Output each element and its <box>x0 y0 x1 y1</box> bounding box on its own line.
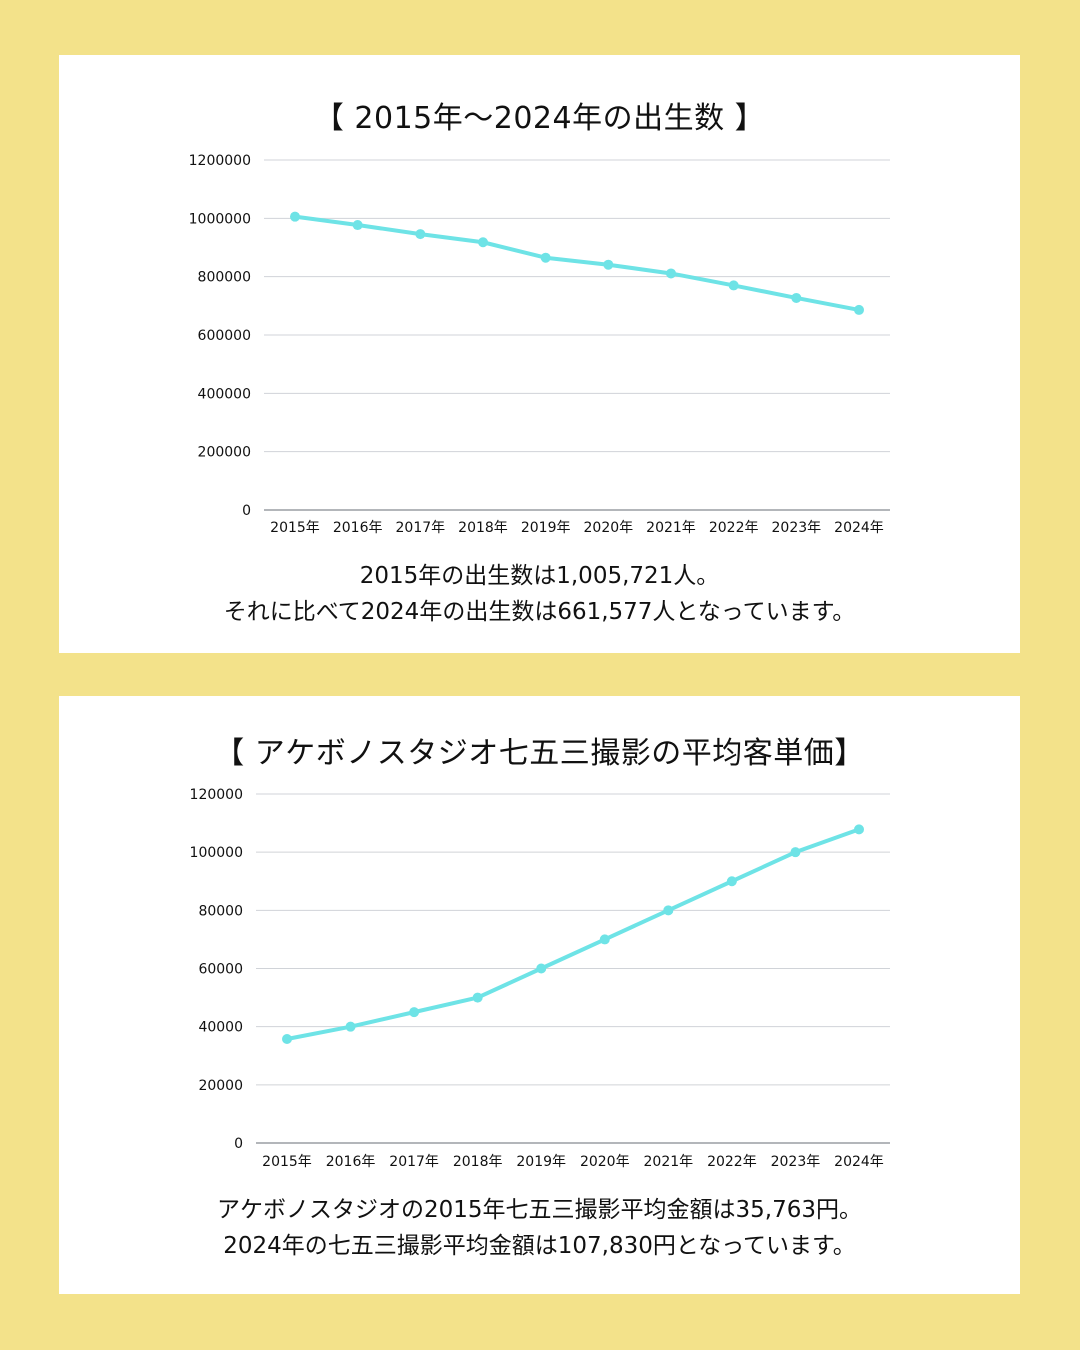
birth-data-point <box>854 304 864 315</box>
price-x-tick-label: 2015年 <box>262 1154 312 1170</box>
price-y-tick-label: 60000 <box>198 962 243 978</box>
price-data-point <box>599 934 610 945</box>
birth-line-chart: 1200000 1000000 800000 600000 400000 200000 0 2… <box>189 153 890 536</box>
price-x-tick-label: 2017年 <box>389 1154 439 1170</box>
birth-x-tick-label: 2019年 <box>521 520 571 536</box>
birth-data-point <box>290 211 300 222</box>
birth-x-tick-label: 2020年 <box>584 520 634 536</box>
price-chart-title: 【 アケボノスタジオ七五三撮影の平均客単価】 <box>214 736 865 771</box>
price-x-tick-label: 2022年 <box>707 1154 757 1170</box>
price-data-point <box>282 1033 292 1044</box>
birth-data-point <box>478 237 488 248</box>
birth-y-tick-label: 1200000 <box>189 153 251 169</box>
birth-y-tick-label: 0 <box>242 503 251 519</box>
birth-x-tick-label: 2017年 <box>396 520 446 536</box>
birth-caption-line-2: それに比べて2024年の出生数は661,577人となっています。 <box>223 599 856 625</box>
birth-chart-card: 【 2015年〜2024年の出生数 】 1200000 1000000 800000… <box>59 55 1020 653</box>
price-line-chart: 120000 100000 80000 60000 40000 20000 0 2015年 20… <box>190 787 890 1170</box>
price-x-tick-label: 2018年 <box>453 1154 503 1170</box>
price-data-point <box>345 1021 356 1032</box>
birth-data-point <box>603 259 614 270</box>
birth-y-tick-label: 400000 <box>198 386 251 402</box>
birth-data-point <box>791 292 802 303</box>
price-caption-line-2: 2024年の七五三撮影平均金額は107,830円となっています。 <box>223 1233 856 1259</box>
birth-x-tick-label: 2015年 <box>270 520 320 536</box>
price-data-point <box>472 992 483 1003</box>
price-data-point <box>790 847 801 858</box>
price-x-tick-label: 2019年 <box>516 1154 566 1170</box>
price-chart-card: 【 アケボノスタジオ七五三撮影の平均客単価】 120000 100000 80000… <box>59 696 1020 1294</box>
birth-x-tick-label: 2018年 <box>458 520 508 536</box>
price-x-tick-label: 2023年 <box>771 1154 821 1170</box>
birth-chart-caption: 2015年の出生数は1,005,721人。 それに比べて2024年の出生数は66… <box>59 558 1020 630</box>
price-x-tick-label: 2016年 <box>326 1154 376 1170</box>
price-y-tick-label: 0 <box>234 1136 243 1152</box>
birth-y-tick-label: 600000 <box>198 328 251 344</box>
price-x-tick-label: 2020年 <box>580 1154 630 1170</box>
birth-data-point <box>666 268 676 279</box>
birth-data-point <box>540 252 551 263</box>
price-y-tick-label: 120000 <box>190 787 243 803</box>
birth-x-tick-label: 2023年 <box>772 520 822 536</box>
birth-x-tick-label: 2016年 <box>333 520 383 536</box>
birth-x-tick-label: 2024年 <box>834 520 884 536</box>
price-series-line <box>285 827 861 1041</box>
price-chart-caption: アケボノスタジオの2015年七五三撮影平均金額は35,763円。 2024年の七… <box>59 1192 1020 1264</box>
birth-y-tick-label: 1000000 <box>189 211 251 227</box>
price-y-tick-label: 40000 <box>198 1020 243 1036</box>
birth-caption-line-1: 2015年の出生数は1,005,721人。 <box>359 563 720 589</box>
birth-data-point <box>415 229 426 240</box>
price-data-point <box>854 824 864 835</box>
price-data-point <box>409 1007 420 1018</box>
price-y-tick-label: 20000 <box>198 1078 243 1094</box>
price-data-point <box>726 876 737 887</box>
birth-y-tick-label: 800000 <box>198 270 251 286</box>
birth-data-point <box>352 220 363 231</box>
price-caption-line-1: アケボノスタジオの2015年七五三撮影平均金額は35,763円。 <box>216 1197 862 1223</box>
birth-series-line <box>293 214 861 312</box>
birth-x-tick-label: 2021年 <box>646 520 696 536</box>
birth-chart-title: 【 2015年〜2024年の出生数 】 <box>313 101 766 136</box>
price-y-tick-label: 80000 <box>198 903 243 919</box>
birth-x-tick-label: 2022年 <box>709 520 759 536</box>
birth-y-tick-label: 200000 <box>198 445 251 461</box>
price-x-tick-label: 2021年 <box>644 1154 694 1170</box>
price-y-tick-label: 100000 <box>190 845 243 861</box>
price-x-tick-label: 2024年 <box>834 1154 884 1170</box>
birth-data-point <box>728 280 739 291</box>
price-data-point <box>663 905 674 916</box>
price-data-point <box>536 963 547 974</box>
